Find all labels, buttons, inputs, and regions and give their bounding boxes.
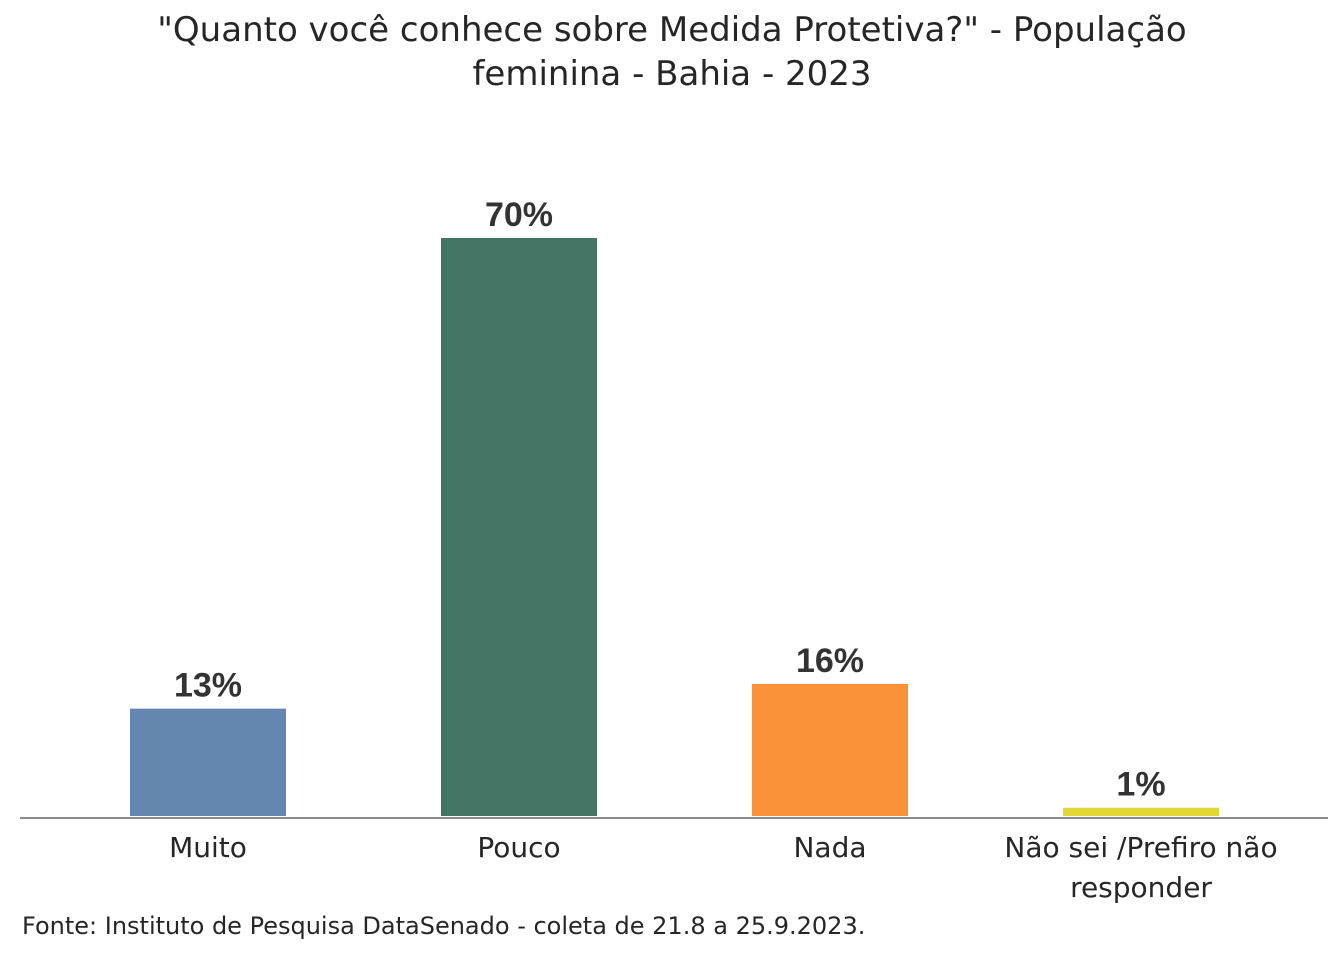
bar-value-label-1: 70% [485,196,553,234]
category-label-2-line-0: Nada [793,831,866,864]
chart-title-line-2: feminina - Bahia - 2023 [472,54,872,94]
value-labels-group: 13% 70% 16% 1% [174,196,1166,804]
category-label-1-line-0: Pouco [477,831,560,864]
bar-2 [752,683,908,816]
category-label-0-line-0: Muito [169,831,247,864]
bar-3 [1063,807,1219,816]
bar-0 [130,708,286,816]
category-label-3-line-0: Não sei /Prefiro não [1004,831,1277,864]
chart-title: "Quanto você conhece sobre Medida Protet… [60,8,1284,96]
category-label-3-line-1: responder [1070,871,1212,904]
bar-value-label-0: 13% [174,667,242,705]
bar-1 [441,238,597,816]
bar-value-label-2: 16% [796,642,864,680]
bar-value-label-3: 1% [1116,766,1165,804]
chart-source-note: Fonte: Instituto de Pesquisa DataSenado … [22,912,866,940]
chart-title-line-1: "Quanto você conhece sobre Medida Protet… [157,10,1187,50]
category-labels-group: Muito Pouco Nada Não sei /Prefiro não respon… [169,831,1277,904]
bars-group [130,238,1219,816]
